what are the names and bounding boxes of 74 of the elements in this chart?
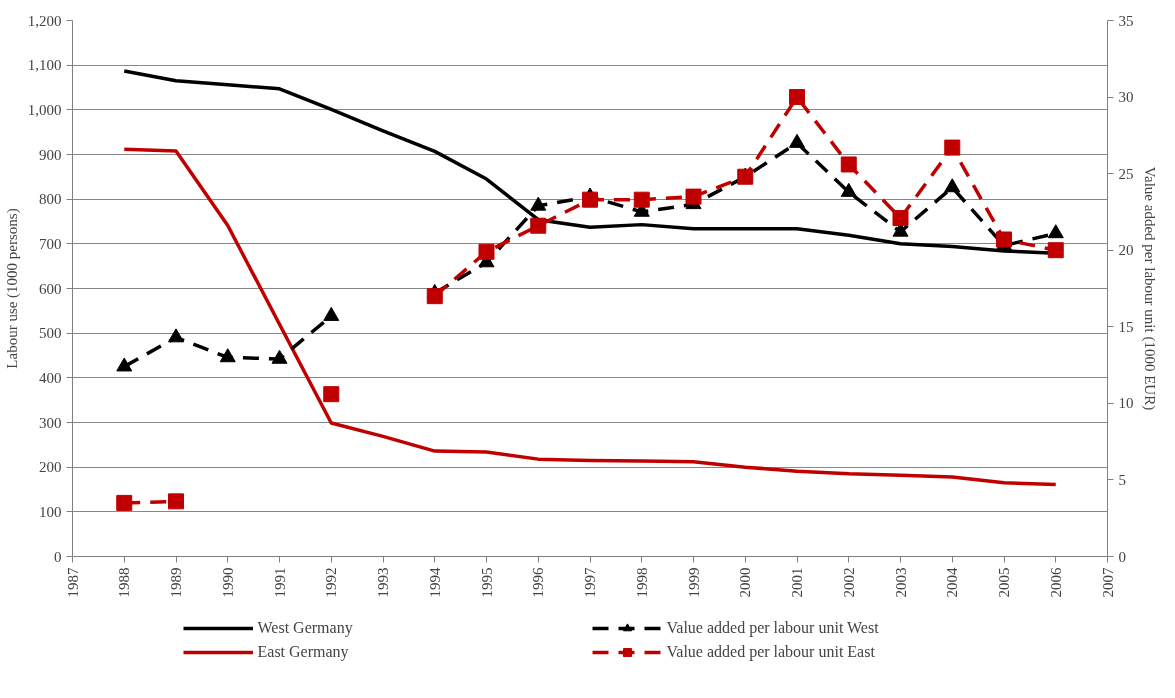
point xyxy=(168,328,184,343)
point xyxy=(685,188,702,205)
y2-tick-label: 35 xyxy=(1118,12,1134,29)
y-tick-label: 700 xyxy=(39,235,62,252)
legend-label: East Germany xyxy=(257,643,350,661)
line-series xyxy=(122,147,1058,487)
y2-tick-label: 30 xyxy=(1118,89,1134,106)
y-tick-label: 900 xyxy=(39,146,62,163)
point xyxy=(789,89,805,106)
x-tick-label: 1989 xyxy=(168,567,184,598)
y2-tick-label: 0 xyxy=(1118,548,1126,565)
x-tick-label: 2001 xyxy=(789,567,805,598)
point xyxy=(116,357,133,372)
y-tick-label: 300 xyxy=(39,414,62,431)
point xyxy=(271,349,288,364)
x-tick-label: 1988 xyxy=(116,567,133,598)
y2-tick-label: 25 xyxy=(1118,165,1134,182)
x-tick-label: 2007 xyxy=(1099,567,1116,598)
y2-tick-label: 15 xyxy=(1118,318,1134,335)
x-tick-label: 1999 xyxy=(685,567,702,598)
y-tick-label: 1,000 xyxy=(27,101,62,118)
y-axis-title: Labour use (1000 persons) xyxy=(3,208,21,369)
y-tick-label: 1,100 xyxy=(27,57,62,74)
y-tick-label: 1,200 xyxy=(27,12,62,29)
y-tick-label: 800 xyxy=(39,191,62,208)
point xyxy=(633,191,650,208)
x-tick-label: 1996 xyxy=(530,567,547,598)
y2-tick-label: 10 xyxy=(1118,395,1134,412)
point xyxy=(892,210,909,227)
x-tick-label: 1998 xyxy=(633,567,650,598)
point xyxy=(944,139,961,156)
point xyxy=(478,243,495,260)
x-tick-label: 2006 xyxy=(1047,567,1064,598)
point xyxy=(530,217,547,234)
x-tick-label: 2002 xyxy=(840,567,857,598)
y2-axis-title: Value added per labour unit (1000 EUR) xyxy=(1140,166,1158,411)
x-tick-label: 2004 xyxy=(944,567,961,598)
y-tick-label: 500 xyxy=(39,325,62,342)
x-tick-label: 1993 xyxy=(375,567,391,598)
point xyxy=(219,348,236,363)
y-tick-label: 100 xyxy=(39,503,62,520)
legend-label: Value added per labour unit West xyxy=(666,619,880,637)
y2-tick-label: 20 xyxy=(1118,242,1134,259)
point xyxy=(323,386,340,403)
y-tick-label: 200 xyxy=(39,459,62,476)
x-tick-label: 1992 xyxy=(323,567,340,598)
x-tick-label: 1987 xyxy=(64,567,81,598)
y2-tick-label: 5 xyxy=(1118,471,1126,488)
x-tick-label: 2003 xyxy=(892,567,909,598)
x-tick-label: 1997 xyxy=(582,567,598,598)
point xyxy=(944,178,961,193)
point xyxy=(323,306,340,321)
y-tick-label: 600 xyxy=(39,280,62,297)
legend-label: West Germany xyxy=(257,619,354,637)
x-tick-label: 1995 xyxy=(478,567,495,598)
point xyxy=(840,182,857,197)
x-tick-label: 1994 xyxy=(426,567,443,598)
point xyxy=(530,196,547,211)
legend-label: Value added per labour unit East xyxy=(666,643,876,661)
x-tick-label: 2000 xyxy=(737,567,754,598)
point xyxy=(1047,242,1064,259)
point xyxy=(582,191,598,208)
x-tick-label: 1991 xyxy=(271,567,288,598)
point xyxy=(426,288,443,305)
point xyxy=(840,156,857,173)
point xyxy=(996,231,1012,248)
point xyxy=(168,493,184,510)
x-tick-label: 2005 xyxy=(996,567,1012,598)
x-tick-label: 1990 xyxy=(219,567,236,598)
point xyxy=(116,494,133,511)
point xyxy=(789,133,805,148)
y-tick-label: 400 xyxy=(39,369,62,386)
y-tick-label: 0 xyxy=(54,548,62,565)
point xyxy=(1047,224,1064,239)
